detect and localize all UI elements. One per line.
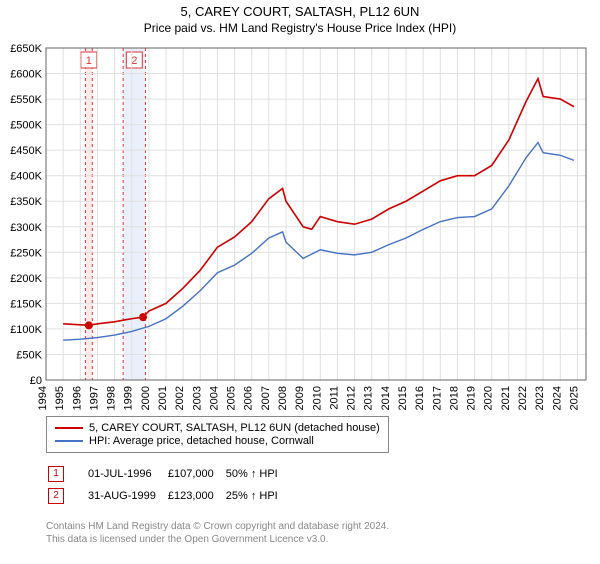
svg-text:£350K: £350K [10,196,42,208]
legend-item: 5, CAREY COURT, SALTASH, PL12 6UN (detac… [55,422,380,434]
svg-text:2025: 2025 [568,386,580,410]
legend-item: HPI: Average price, detached house, Corn… [55,435,380,447]
svg-text:2010: 2010 [311,386,323,410]
tx-price: £107,000 [168,464,224,484]
marker-badge: 2 [48,488,64,504]
svg-text:£300K: £300K [10,222,42,234]
tx-delta: 50% ↑ HPI [226,464,288,484]
svg-text:£0: £0 [30,375,42,387]
svg-text:2023: 2023 [534,386,546,410]
svg-text:£600K: £600K [10,69,42,81]
svg-text:£550K: £550K [10,94,42,106]
tx-date: 01-JUL-1996 [88,464,166,484]
svg-text:2017: 2017 [431,386,443,410]
legend-swatch [55,427,83,429]
svg-text:2005: 2005 [226,386,238,410]
svg-text:2001: 2001 [157,386,169,410]
svg-text:£150K: £150K [10,298,42,310]
svg-text:2019: 2019 [466,386,478,410]
svg-text:2006: 2006 [243,386,255,410]
svg-text:2011: 2011 [328,386,340,410]
legend: 5, CAREY COURT, SALTASH, PL12 6UN (detac… [46,416,389,453]
license-line-2: This data is licensed under the Open Gov… [46,533,389,546]
svg-text:2022: 2022 [517,386,529,410]
svg-text:2024: 2024 [551,386,563,410]
tx-delta: 25% ↑ HPI [226,486,288,506]
chart-container: 5, CAREY COURT, SALTASH, PL12 6UN Price … [0,4,600,564]
legend-swatch [55,440,83,442]
svg-text:2003: 2003 [191,386,203,410]
svg-text:2009: 2009 [294,386,306,410]
legend-label: 5, CAREY COURT, SALTASH, PL12 6UN (detac… [89,422,380,434]
svg-text:2000: 2000 [140,386,152,410]
svg-text:1999: 1999 [123,386,135,410]
license-line-1: Contains HM Land Registry data © Crown c… [46,520,389,533]
svg-text:£450K: £450K [10,145,42,157]
svg-text:2013: 2013 [363,386,375,410]
svg-text:£250K: £250K [10,247,42,259]
svg-text:£50K: £50K [16,349,42,361]
svg-text:2015: 2015 [397,386,409,410]
svg-text:1998: 1998 [106,386,118,410]
svg-text:2021: 2021 [500,386,512,410]
svg-text:1997: 1997 [88,386,100,410]
transactions-table: 1 01-JUL-1996£107,00050% ↑ HPI 2 31-AUG-199… [46,462,290,508]
table-row: 1 01-JUL-1996£107,00050% ↑ HPI [48,464,288,484]
svg-text:1994: 1994 [37,386,49,410]
svg-text:£500K: £500K [10,120,42,132]
license-text: Contains HM Land Registry data © Crown c… [46,520,389,546]
svg-text:2004: 2004 [208,386,220,410]
legend-label: HPI: Average price, detached house, Corn… [89,435,314,447]
svg-text:2020: 2020 [483,386,495,410]
line-chart: 12£0£50K£100K£150K£200K£250K£300K£350K£4… [0,4,600,414]
svg-text:1995: 1995 [54,386,66,410]
svg-text:1: 1 [86,55,92,67]
svg-text:£200K: £200K [10,273,42,285]
svg-text:£100K: £100K [10,324,42,336]
svg-text:2008: 2008 [277,386,289,410]
marker-badge: 1 [48,466,64,482]
tx-date: 31-AUG-1999 [88,486,166,506]
svg-text:2002: 2002 [174,386,186,410]
svg-text:2007: 2007 [260,386,272,410]
table-row: 2 31-AUG-1999£123,00025% ↑ HPI [48,486,288,506]
svg-text:1996: 1996 [71,386,83,410]
svg-text:2016: 2016 [414,386,426,410]
tx-price: £123,000 [168,486,224,506]
svg-text:£650K: £650K [10,43,42,55]
svg-text:2012: 2012 [346,386,358,410]
svg-text:£400K: £400K [10,171,42,183]
svg-text:2014: 2014 [380,386,392,410]
svg-text:2018: 2018 [448,386,460,410]
